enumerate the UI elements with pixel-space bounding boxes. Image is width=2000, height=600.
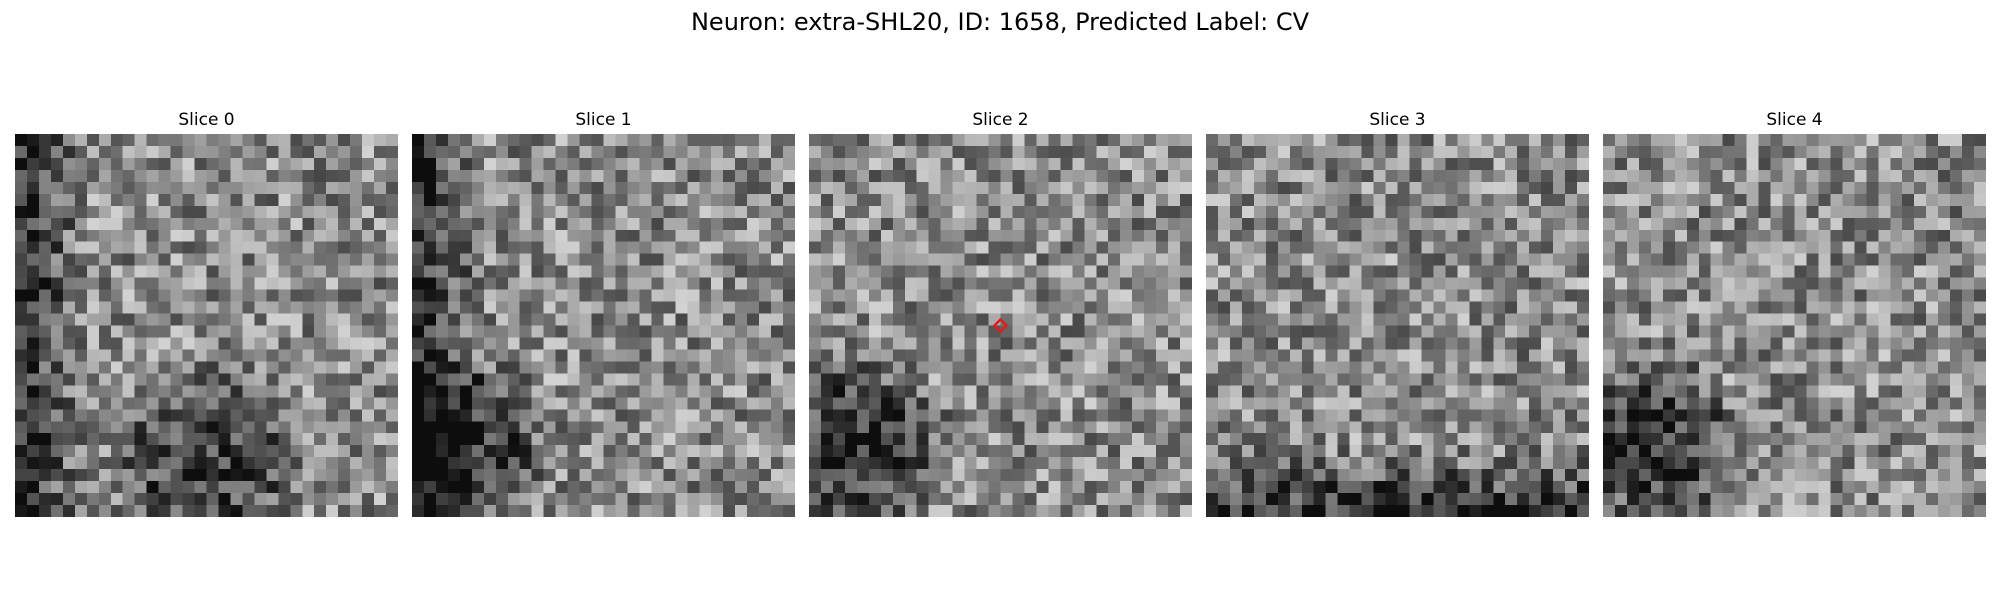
slice-3-image (1206, 134, 1589, 517)
slice-4-image (1603, 134, 1986, 517)
slice-0-image (15, 134, 398, 517)
panel-title-slice-4: Slice 4 (1766, 110, 1823, 130)
slice-1-image (412, 134, 795, 517)
panel-title-slice-3: Slice 3 (1369, 110, 1426, 130)
panel-title-slice-0: Slice 0 (178, 110, 235, 130)
panel-title-slice-2: Slice 2 (972, 110, 1029, 130)
panel-title-slice-1: Slice 1 (575, 110, 632, 130)
figure-title: Neuron: extra-SHL20, ID: 1658, Predicted… (690, 8, 1310, 36)
center-marker (992, 317, 1009, 334)
slice-2-image (809, 134, 1192, 517)
